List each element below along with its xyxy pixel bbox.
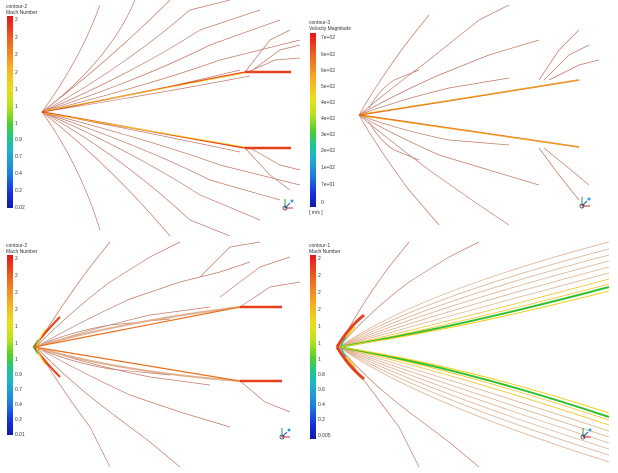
tick-label: 1: [15, 357, 18, 363]
tick-label: 2: [15, 17, 18, 23]
tick-label: 0.9: [15, 372, 22, 378]
legend-title: contour-2 Mach Number: [6, 243, 38, 255]
tick-label: 0.9: [15, 137, 22, 143]
colorbar: [7, 255, 13, 435]
tick-label: 2: [318, 307, 321, 313]
contour-panel-1: contour-2 Mach Number 2 2 2 2 1 1 1 0.9 …: [0, 0, 309, 236]
tick-label: 7e+02: [321, 35, 336, 41]
tick-label: 2: [318, 273, 321, 279]
tick-label: 0.8: [318, 372, 325, 378]
tick-label: 2: [15, 35, 18, 41]
tick-label: 0.2: [15, 417, 22, 423]
tick-label: 0: [321, 200, 324, 206]
tick-label: 6e+02: [321, 52, 336, 58]
contour-plot-3: [32, 241, 301, 468]
tick-label: 1e+02: [321, 165, 336, 171]
contour-panel-3: contour-2 Mach Number 2 2 2 2 1 1 1 0.9 …: [0, 237, 309, 473]
tick-label: 1: [15, 324, 18, 330]
tick-label: 1: [318, 324, 321, 330]
contour-plot-2: [358, 4, 600, 226]
tick-label: 4e+02: [321, 116, 336, 122]
tick-label: 3e+02: [321, 132, 336, 138]
tick-label: 1: [15, 104, 18, 110]
tick-label: 2: [15, 70, 18, 76]
tick-label: 2: [318, 256, 321, 262]
tick-label: 0.4: [15, 402, 22, 408]
tick-label: 2: [15, 307, 18, 313]
tick-label: 0.7: [15, 387, 22, 393]
tick-label: 1: [15, 121, 18, 127]
legend-title: contour-1 Mach Number: [309, 243, 341, 255]
colorbar: [310, 33, 316, 207]
tick-label: 0.2: [318, 417, 325, 423]
unit-label: [ m/s ]: [309, 210, 323, 216]
tick-label: 4e+02: [321, 100, 336, 106]
contour-plot-4: [335, 241, 610, 468]
tick-label: 6e+02: [321, 68, 336, 74]
tick-label: 0.4: [318, 402, 325, 408]
tick-label: 0.2: [15, 188, 22, 194]
tick-label: 2: [15, 256, 18, 262]
legend-title: contour-3 Velocity Magnitude: [309, 20, 351, 32]
tick-label: 0.005: [318, 433, 331, 439]
tick-label: 2: [15, 273, 18, 279]
tick-label: 0.6: [318, 387, 325, 393]
colorbar: [310, 255, 316, 439]
contour-plot-1: [41, 0, 301, 236]
tick-label: 2: [15, 52, 18, 58]
tick-label: 2: [15, 290, 18, 296]
axis-triad-icon[interactable]: [279, 196, 297, 214]
contour-panel-2: contour-3 Velocity Magnitude 7e+02 6e+02…: [309, 0, 618, 236]
tick-label: 1: [15, 87, 18, 93]
tick-label: 1: [15, 341, 18, 347]
legend-title: contour-2 Mach Number: [6, 4, 38, 16]
tick-label: 1: [318, 357, 321, 363]
tick-label: 0.4: [15, 171, 22, 177]
tick-label: 7e+01: [321, 182, 336, 188]
tick-label: 0.7: [15, 154, 22, 160]
tick-label: 5e+02: [321, 84, 336, 90]
contour-panel-4: contour-1 Mach Number 2 2 2 2 1 1 1 0.8 …: [309, 237, 618, 473]
tick-label: 2: [318, 290, 321, 296]
tick-label: 2e+02: [321, 148, 336, 154]
tick-label: 0.02: [15, 205, 25, 211]
axis-triad-icon[interactable]: [576, 194, 594, 212]
tick-label: 1: [318, 341, 321, 347]
axis-triad-icon[interactable]: [577, 425, 595, 443]
tick-label: 0.01: [15, 432, 25, 438]
colorbar: [7, 16, 13, 208]
axis-triad-icon[interactable]: [276, 425, 294, 443]
